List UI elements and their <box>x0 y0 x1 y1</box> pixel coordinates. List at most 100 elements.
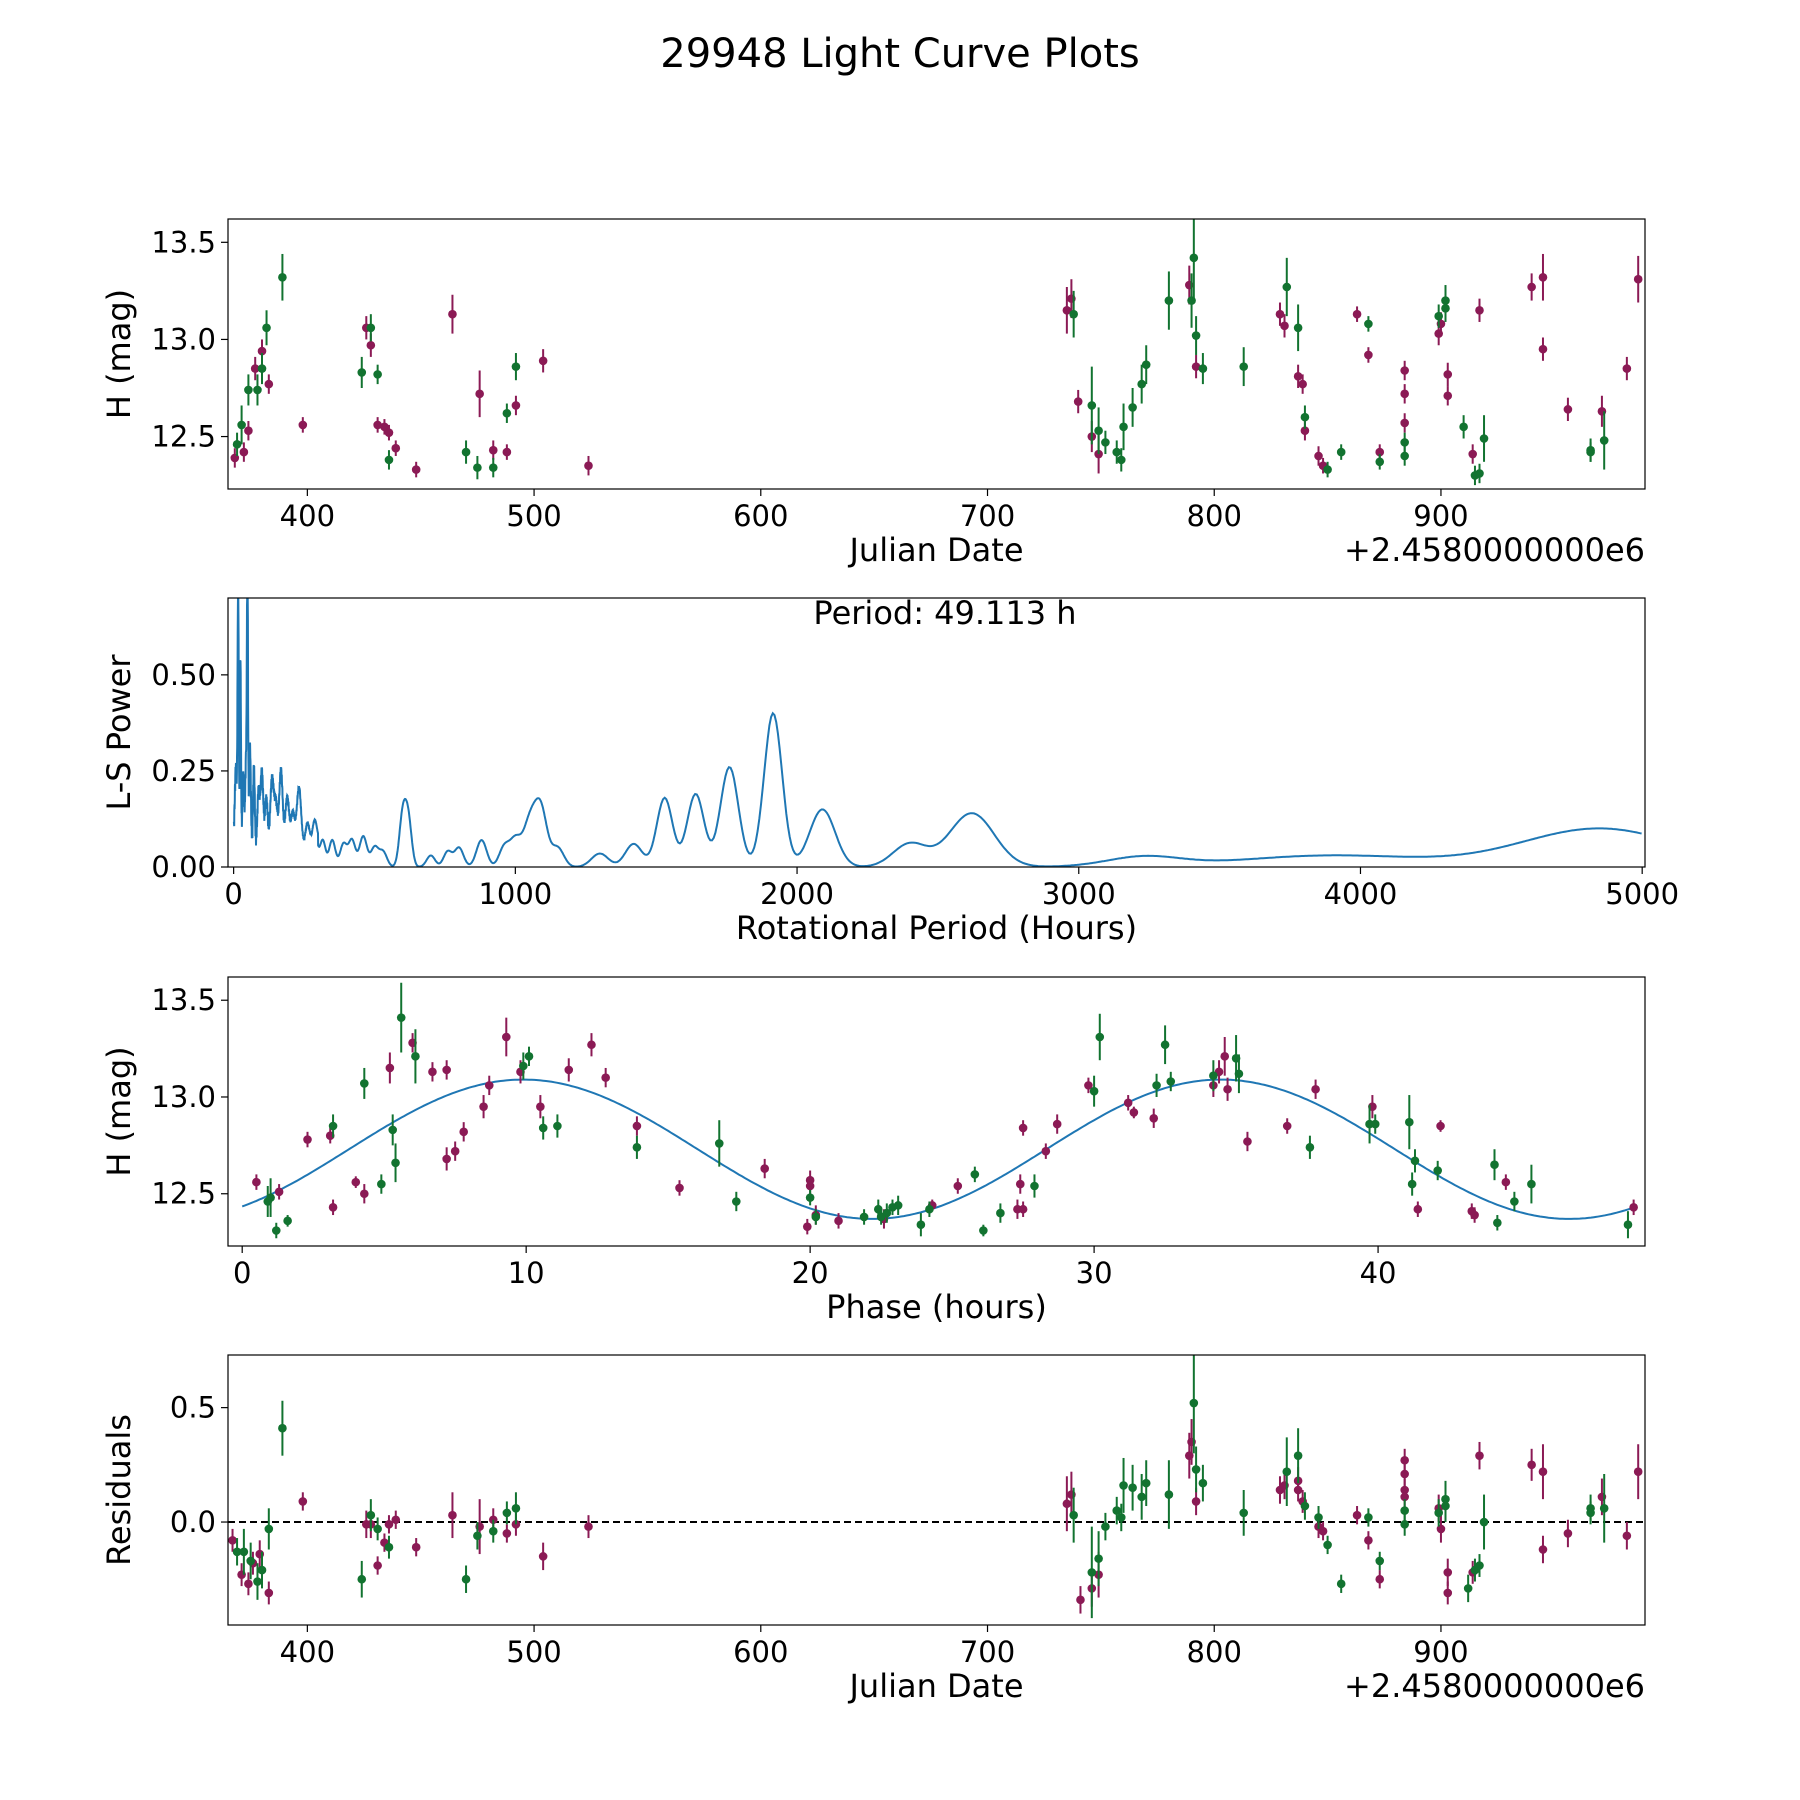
data-point <box>1410 1156 1420 1166</box>
data-point <box>584 461 593 470</box>
data-point <box>246 1556 255 1566</box>
data-point <box>1434 311 1443 321</box>
data-point <box>1141 360 1151 369</box>
data-point <box>524 1052 534 1061</box>
data-point <box>411 1052 420 1061</box>
data-point <box>1149 1113 1159 1123</box>
data-point <box>916 1220 926 1230</box>
data-point <box>1433 1166 1443 1175</box>
data-point <box>1375 457 1385 467</box>
data-point <box>502 1529 512 1538</box>
data-point <box>448 309 457 319</box>
x-tick-label: 40 <box>1360 1256 1397 1290</box>
data-point <box>1166 1077 1176 1086</box>
data-point <box>278 1423 287 1433</box>
data-point <box>584 1522 593 1531</box>
data-point <box>250 364 260 373</box>
y-tick-label: 0.00 <box>151 850 216 884</box>
x-tick-label: 20 <box>792 1256 829 1290</box>
plot-marks <box>241 982 1638 1239</box>
data-point <box>360 1079 369 1088</box>
data-point <box>511 362 521 371</box>
x-tick-label: 400 <box>280 1635 335 1669</box>
data-point <box>411 465 421 474</box>
data-point <box>1087 401 1097 410</box>
data-point <box>1298 379 1307 389</box>
x-tick-label: 600 <box>733 1635 788 1669</box>
data-point <box>1164 1490 1174 1499</box>
data-point <box>1282 1467 1292 1476</box>
data-point <box>1436 1121 1445 1131</box>
x-axis-label: Julian Date <box>847 531 1023 569</box>
data-point <box>411 1542 421 1552</box>
data-point <box>380 422 389 432</box>
data-point <box>266 1193 275 1202</box>
data-point <box>244 426 253 436</box>
data-point <box>1089 1086 1099 1096</box>
data-point <box>1490 1160 1499 1170</box>
data-point <box>271 1226 281 1235</box>
data-point <box>1352 1510 1362 1520</box>
data-point <box>1375 1574 1385 1584</box>
data-series-1 <box>232 1355 1609 1619</box>
data-point <box>298 420 308 430</box>
data-point <box>384 428 394 437</box>
data-point <box>377 1179 386 1189</box>
data-point <box>1280 321 1289 331</box>
data-point <box>834 1216 843 1226</box>
data-point <box>373 370 382 379</box>
data-point <box>484 1081 494 1090</box>
data-point <box>328 1202 338 1212</box>
data-point <box>1239 362 1249 371</box>
data-point <box>1434 1508 1443 1518</box>
data-series-1 <box>232 219 1609 486</box>
data-point <box>232 1547 242 1557</box>
x-offset-label: +2.4580000000e6 <box>1344 1667 1645 1705</box>
data-point <box>1041 1146 1051 1156</box>
period-annotation: Period: 49.113 h <box>813 594 1076 632</box>
data-point <box>1475 1451 1484 1460</box>
data-point <box>1318 1526 1328 1536</box>
data-point <box>488 1526 498 1536</box>
x-tick-label: 4000 <box>1324 877 1398 911</box>
data-point <box>283 1216 292 1226</box>
data-point <box>859 1212 869 1222</box>
data-point <box>1069 1510 1078 1520</box>
data-point <box>328 1121 338 1131</box>
data-point <box>391 443 401 453</box>
y-tick-label: 0.25 <box>151 754 216 788</box>
data-point <box>1094 426 1103 436</box>
data-point <box>1293 1485 1303 1495</box>
data-point <box>1062 1499 1072 1509</box>
data-point <box>1400 366 1409 375</box>
data-point <box>1443 1588 1453 1598</box>
data-point <box>811 1212 821 1222</box>
data-point <box>278 272 287 282</box>
phase-curve-panel: 0 10 20 30 40 12.5 13.0 13.5 Phase (hours) H (mag… <box>100 976 1646 1326</box>
data-point <box>1101 1522 1110 1531</box>
data-point <box>264 1588 274 1598</box>
data-point <box>360 1189 369 1199</box>
data-point <box>1220 1052 1230 1061</box>
data-point <box>1123 1098 1133 1108</box>
data-point <box>1375 1556 1385 1566</box>
data-point <box>1191 362 1201 371</box>
x-offset-label: +2.4580000000e6 <box>1344 531 1645 569</box>
data-point <box>1119 422 1128 432</box>
data-point <box>1475 305 1484 315</box>
data-point <box>1095 1032 1105 1042</box>
data-point <box>1116 455 1126 465</box>
data-point <box>1293 323 1303 333</box>
y-axis-label: H (mag) <box>100 1046 138 1176</box>
data-point <box>396 1013 406 1022</box>
data-point <box>1084 1081 1093 1090</box>
data-point <box>373 420 382 430</box>
data-point <box>1275 309 1285 319</box>
data-point <box>1629 1202 1638 1212</box>
data-point <box>1128 403 1137 412</box>
y-axis-label: Residuals <box>100 1414 138 1566</box>
data-point <box>479 1102 488 1111</box>
data-point <box>1018 1204 1028 1214</box>
data-point <box>1470 1210 1479 1220</box>
data-point <box>232 440 242 449</box>
